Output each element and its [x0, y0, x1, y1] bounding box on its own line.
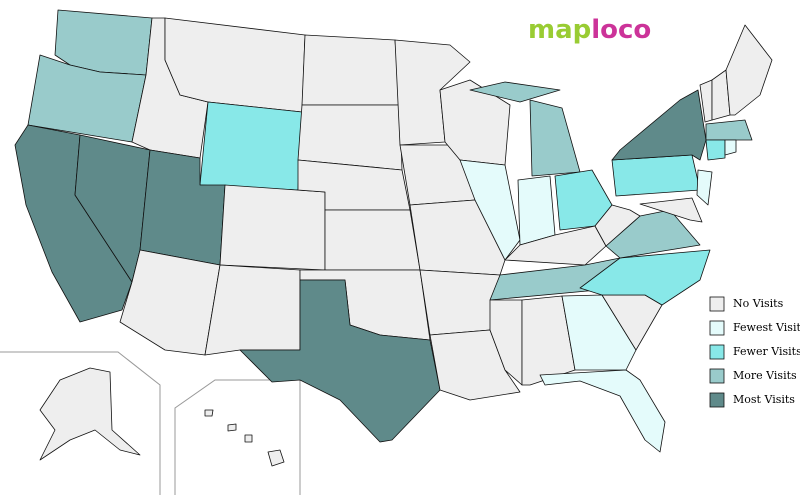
state — [204, 409, 214, 417]
brand-left: map — [528, 15, 591, 45]
state — [469, 81, 561, 103]
state — [409, 199, 506, 276]
legend-swatch — [709, 392, 725, 408]
legend-swatch — [709, 344, 725, 360]
state — [705, 139, 726, 161]
brand-right: loco — [591, 15, 651, 45]
legend-swatch — [709, 368, 725, 384]
state — [239, 279, 441, 443]
state — [39, 367, 141, 461]
inset-border — [174, 379, 301, 495]
state — [529, 99, 581, 177]
state — [219, 184, 326, 271]
state — [489, 299, 523, 386]
state — [227, 423, 237, 432]
states — [14, 9, 773, 467]
state — [539, 369, 666, 453]
state — [204, 264, 301, 356]
legend-label: No Visits — [733, 297, 784, 310]
state — [297, 104, 403, 171]
state — [696, 169, 713, 206]
state — [594, 204, 641, 247]
state — [517, 175, 556, 246]
state — [705, 119, 753, 141]
state — [301, 34, 401, 106]
legend-label: Fewest Visits — [733, 321, 800, 334]
state — [724, 139, 737, 156]
state — [725, 24, 773, 116]
state — [611, 89, 707, 161]
state — [267, 449, 285, 467]
state — [459, 159, 521, 261]
state — [579, 249, 711, 306]
state — [324, 209, 421, 271]
inset-border — [0, 351, 161, 495]
state — [199, 101, 303, 191]
state — [611, 154, 701, 197]
legend-label: More Visits — [733, 369, 797, 382]
state — [419, 269, 501, 336]
legend: No Visits Fewest Visits Fewer Visits More V… — [709, 296, 800, 408]
brand-logo: maploco — [528, 15, 651, 45]
legend-swatch — [709, 320, 725, 336]
legend-label: Fewer Visits — [733, 345, 800, 358]
state — [639, 197, 703, 223]
state — [561, 294, 637, 371]
legend-label: Most Visits — [733, 393, 795, 406]
state — [244, 434, 253, 443]
legend-swatch — [709, 296, 725, 312]
